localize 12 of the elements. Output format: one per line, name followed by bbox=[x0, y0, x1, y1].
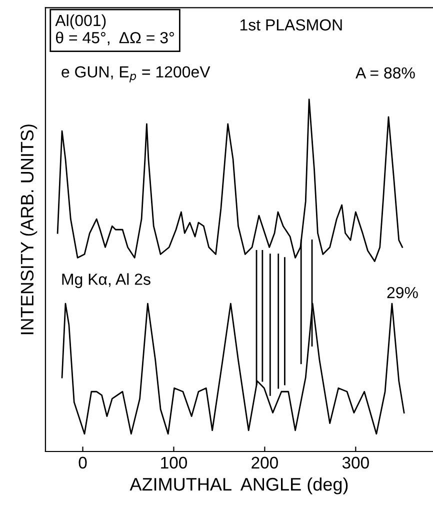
series-label: Mg Kα, Al 2s bbox=[62, 273, 150, 288]
x-tick-label: 300 bbox=[342, 456, 369, 469]
text: e GUN, E$_{p}$ = 1200eV bbox=[62, 66, 210, 82]
x-tick-label: 100 bbox=[161, 456, 187, 469]
x-axis-title: AZIMUTHAL ANGLE (deg) bbox=[130, 477, 348, 494]
text: A = 88% bbox=[356, 67, 415, 79]
y-axis-title: INTENSITY (ARB. UNITS) bbox=[20, 124, 38, 334]
x-tick-label: 0 bbox=[78, 456, 87, 469]
text: 1st PLASMON bbox=[240, 19, 342, 31]
x-tick-label: 200 bbox=[252, 456, 278, 469]
annotation: 29% bbox=[387, 286, 418, 298]
text: Al(001) θ = 45°, ΔΩ = 3° bbox=[55, 14, 174, 46]
